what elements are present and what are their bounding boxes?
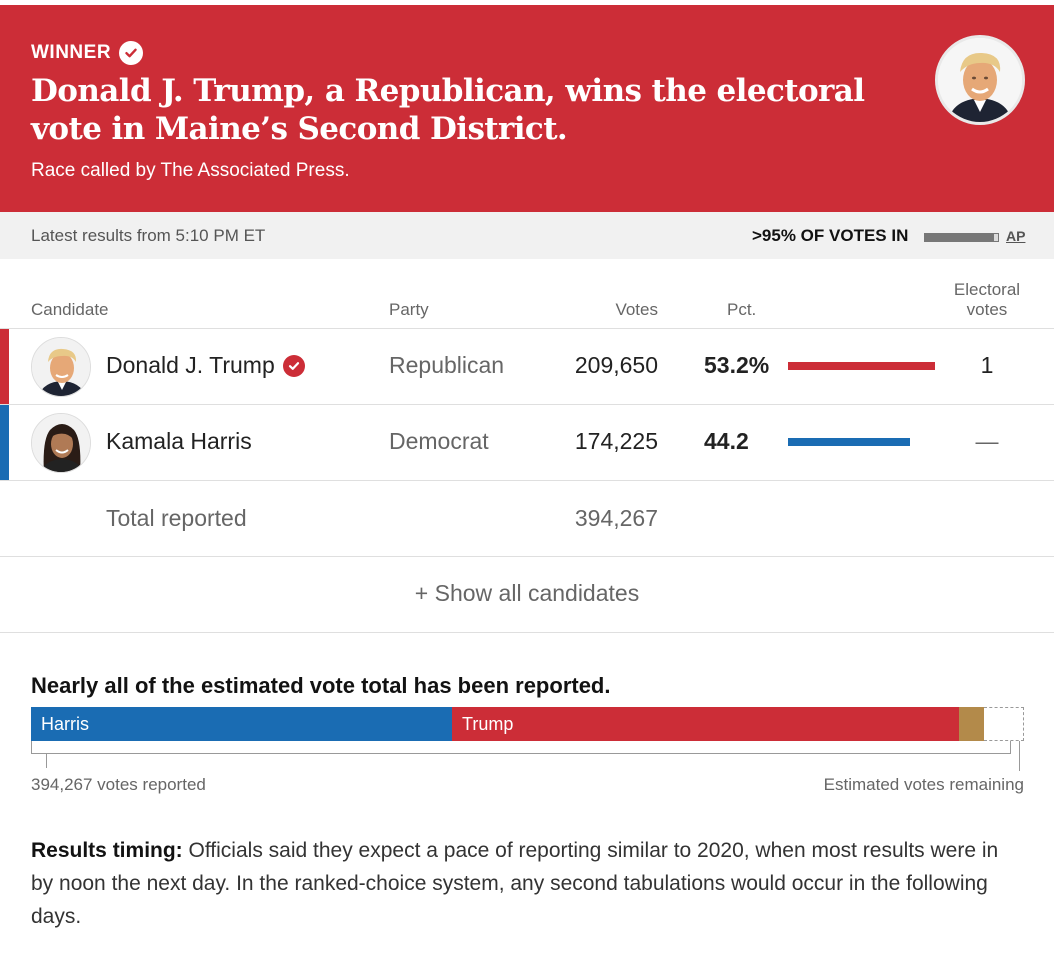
votes-in-progress bbox=[924, 233, 999, 242]
candidate-votes: 174,225 bbox=[574, 428, 658, 454]
candidate-photo-trump bbox=[31, 337, 91, 397]
remaining-tick bbox=[1019, 741, 1020, 771]
reported-tick bbox=[46, 754, 47, 768]
total-reported-votes: 394,267 bbox=[574, 505, 658, 531]
header-party: Party bbox=[389, 300, 429, 319]
winner-row: WINNER bbox=[31, 41, 144, 65]
votes-reported-label: 394,267 votes reported bbox=[31, 775, 206, 794]
votes-in-label: >95% OF VOTES IN bbox=[752, 226, 909, 245]
candidate-pct: 53.2% bbox=[704, 352, 770, 378]
total-reported-label: Total reported bbox=[106, 505, 247, 531]
race-called-note: Race called by The Associated Press. bbox=[31, 160, 350, 181]
winner-avatar bbox=[935, 35, 1025, 125]
candidate-photo-harris bbox=[31, 413, 91, 473]
votes-remaining-label: Estimated votes remaining bbox=[823, 775, 1024, 794]
party-color-strip bbox=[0, 405, 9, 480]
candidate-row-harris: Kamala Harris Democrat 174,225 44.2 — bbox=[0, 405, 1054, 480]
candidate-name: Donald J. Trump bbox=[106, 352, 305, 379]
candidate-pct: 44.2 bbox=[704, 428, 749, 454]
divider bbox=[0, 328, 1054, 329]
ap-source-link[interactable]: AP bbox=[1006, 228, 1026, 244]
segment-other bbox=[959, 707, 984, 741]
header-electoral-line1: Electoral bbox=[953, 280, 1021, 299]
results-timing-note: Results timing: Officials said they expe… bbox=[31, 834, 1021, 933]
header-candidate: Candidate bbox=[31, 300, 109, 319]
segment-label-harris: Harris bbox=[41, 714, 89, 734]
results-status-bar: Latest results from 5:10 PM ET >95% OF V… bbox=[0, 212, 1054, 259]
divider bbox=[0, 480, 1054, 481]
pct-bar-harris bbox=[788, 438, 910, 446]
candidate-name: Kamala Harris bbox=[106, 428, 252, 454]
candidate-party: Democrat bbox=[389, 428, 489, 454]
segment-label-trump: Trump bbox=[462, 714, 514, 734]
checkmark-icon bbox=[119, 41, 144, 65]
candidate-row-trump: Donald J. Trump Republican 209,650 53.2%… bbox=[0, 329, 1054, 404]
timing-text: Officials said they expect a pace of rep… bbox=[31, 839, 999, 928]
pct-bar-trump bbox=[788, 362, 935, 370]
latest-results-time: Latest results from 5:10 PM ET bbox=[31, 226, 266, 245]
party-color-strip bbox=[0, 329, 9, 404]
header-votes: Votes bbox=[615, 300, 658, 319]
winner-banner: WINNER Donald J. Trump, a Republican, wi… bbox=[0, 5, 1054, 212]
race-headline: Donald J. Trump, a Republican, wins the … bbox=[31, 73, 865, 147]
candidate-electoral-votes: — bbox=[975, 428, 999, 454]
segment-harris: Harris bbox=[31, 707, 452, 741]
estimate-title: Nearly all of the estimated vote total h… bbox=[31, 673, 611, 698]
divider bbox=[0, 556, 1054, 557]
candidate-electoral-votes: 1 bbox=[980, 352, 994, 378]
segment-remaining bbox=[984, 707, 1024, 741]
candidate-votes: 209,650 bbox=[574, 352, 658, 378]
divider bbox=[0, 404, 1054, 405]
show-all-candidates-button[interactable]: + Show all candidates bbox=[414, 580, 640, 606]
header-electoral-votes: Electoral votes bbox=[938, 280, 1036, 320]
winner-check-icon bbox=[282, 355, 305, 377]
votes-in-progress-fill bbox=[925, 234, 995, 241]
winner-label: WINNER bbox=[31, 42, 112, 63]
estimate-outline bbox=[31, 741, 1011, 754]
header-electoral-line2: votes bbox=[966, 300, 1008, 319]
candidate-name-text: Donald J. Trump bbox=[106, 352, 275, 378]
divider bbox=[0, 632, 1054, 633]
estimated-vote-bar: Harris Trump bbox=[31, 707, 1024, 741]
candidate-party: Republican bbox=[389, 352, 505, 378]
timing-label: Results timing: bbox=[31, 839, 183, 862]
segment-trump: Trump bbox=[452, 707, 959, 741]
header-pct: Pct. bbox=[727, 300, 757, 319]
